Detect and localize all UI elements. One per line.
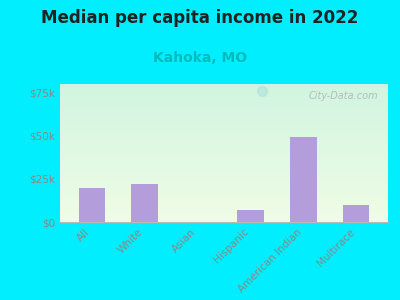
Bar: [78, 188, 105, 222]
Bar: [290, 137, 316, 222]
Bar: [343, 205, 370, 222]
Text: Median per capita income in 2022: Median per capita income in 2022: [41, 9, 359, 27]
Bar: [132, 184, 158, 222]
Text: City-Data.com: City-Data.com: [308, 91, 378, 101]
Bar: [237, 210, 264, 222]
Text: Kahoka, MO: Kahoka, MO: [153, 51, 247, 65]
